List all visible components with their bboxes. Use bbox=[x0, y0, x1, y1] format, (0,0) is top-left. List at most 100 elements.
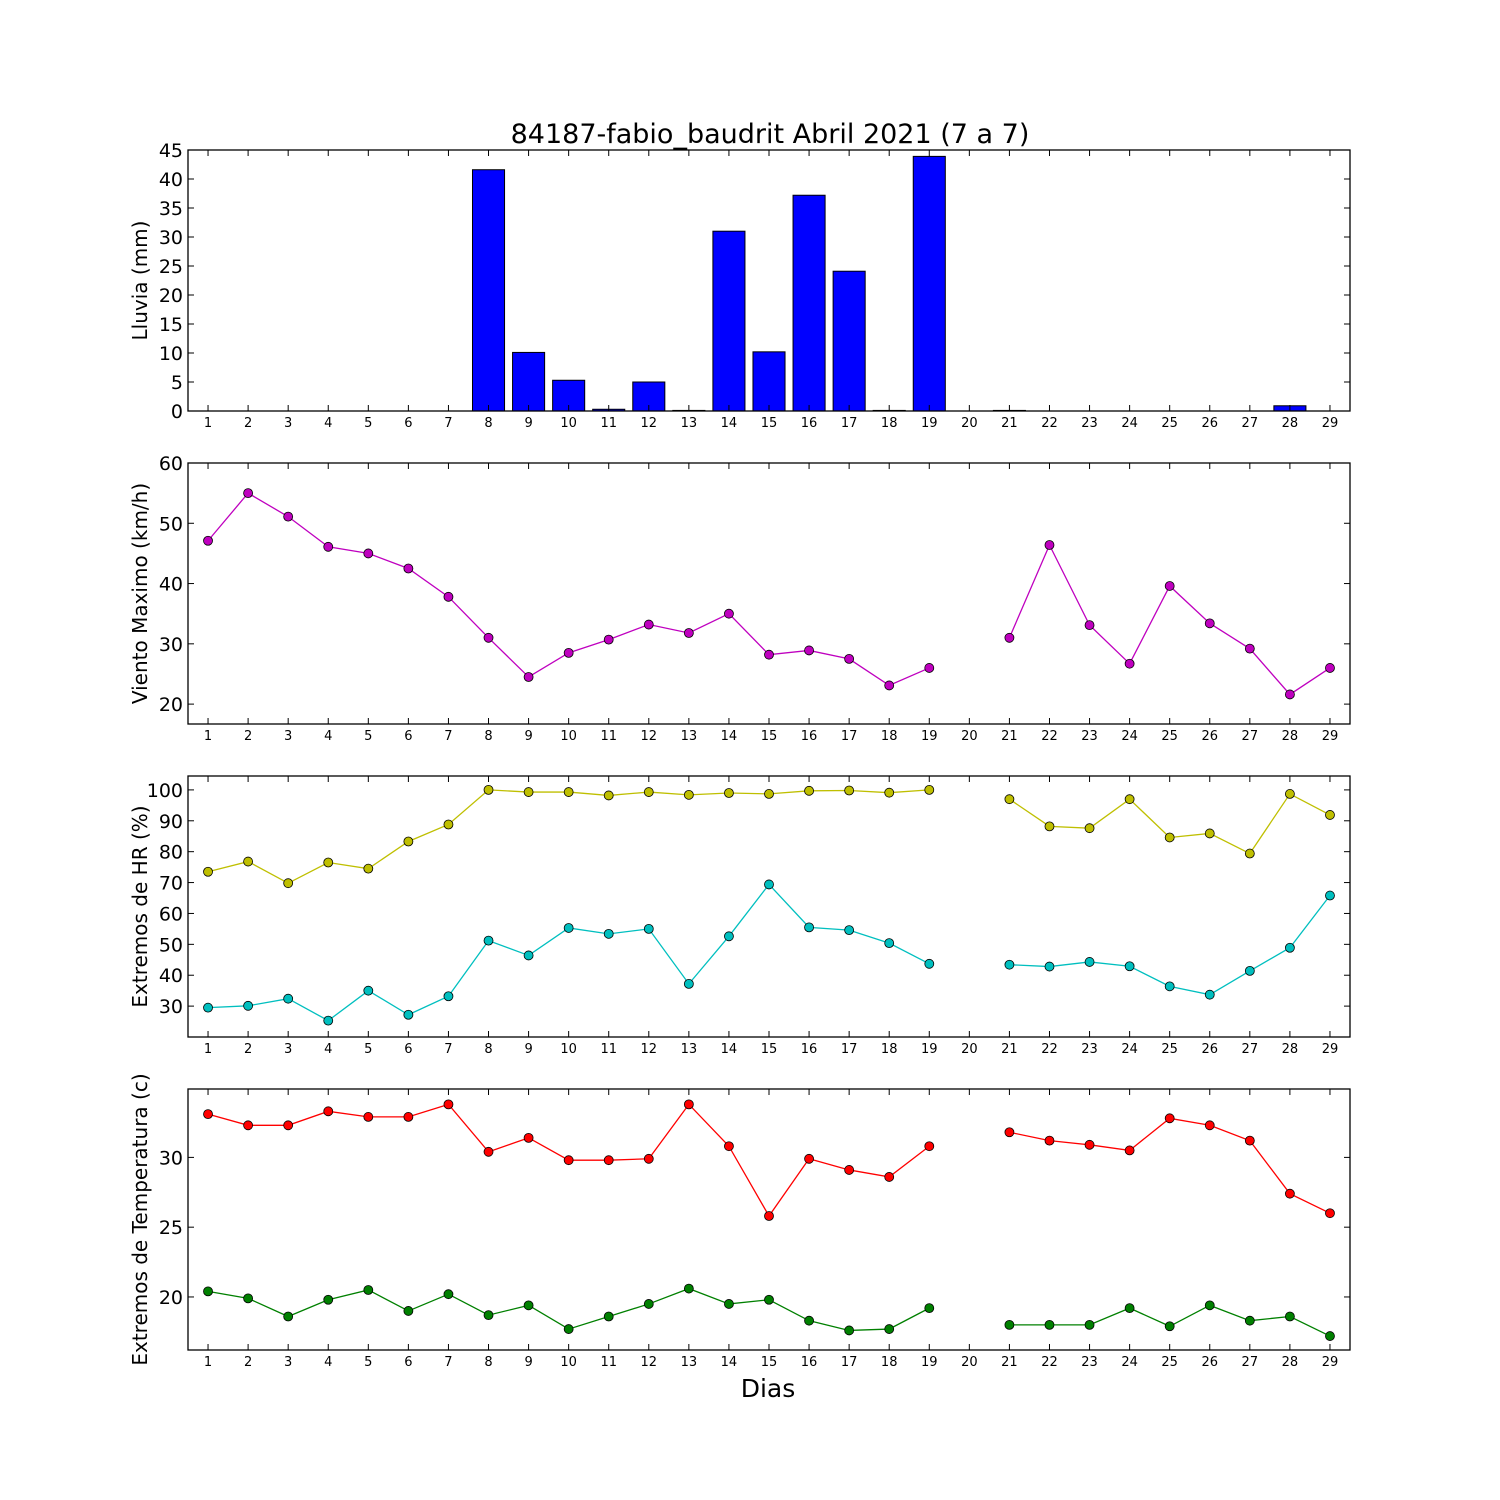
series-0-point-day-21 bbox=[1004, 794, 1015, 805]
series-0-point-day-15 bbox=[764, 1211, 774, 1221]
x-tick-label: 16 bbox=[801, 416, 818, 431]
x-tick-label: 7 bbox=[444, 729, 452, 744]
x-tick-label: 19 bbox=[921, 729, 938, 744]
x-tick-label: 28 bbox=[1282, 729, 1299, 744]
series-1-point-day-21 bbox=[1004, 959, 1015, 970]
x-tick-label: 25 bbox=[1161, 1042, 1178, 1057]
series-1-point-day-27 bbox=[1244, 966, 1255, 976]
series-1-point-day-26 bbox=[1204, 989, 1215, 1000]
x-tick-label: 18 bbox=[881, 1042, 898, 1057]
x-tick-label: 11 bbox=[600, 1355, 617, 1370]
series-1-point-day-19 bbox=[924, 1303, 935, 1314]
x-tick-label: 19 bbox=[921, 1355, 938, 1370]
x-tick-label: 4 bbox=[324, 729, 332, 744]
series-0-point-day-3 bbox=[283, 878, 294, 889]
series-0-point-day-14 bbox=[724, 1141, 734, 1152]
x-tick-label: 9 bbox=[524, 1355, 532, 1370]
x-tick-label: 17 bbox=[841, 1042, 858, 1057]
x-tick-label: 2 bbox=[244, 416, 252, 431]
series-1-point-day-15 bbox=[764, 1294, 774, 1305]
x-tick-label: 20 bbox=[961, 729, 978, 744]
series-0-point-day-3 bbox=[283, 1120, 294, 1131]
x-tick-label: 18 bbox=[881, 729, 898, 744]
series-1-point-day-25 bbox=[1164, 1321, 1175, 1332]
series-1-point-day-14 bbox=[724, 931, 734, 942]
x-tick-label: 18 bbox=[881, 416, 898, 431]
x-tick-label: 3 bbox=[284, 729, 292, 744]
y-tick-label: 80 bbox=[159, 842, 183, 864]
series-0-point-day-7 bbox=[443, 819, 454, 830]
series-0-point-day-23 bbox=[1084, 620, 1095, 631]
x-tick-label: 6 bbox=[404, 416, 412, 431]
series-0-point-day-15 bbox=[764, 649, 774, 660]
series-0-point-day-6 bbox=[403, 836, 414, 847]
series-1-point-day-10 bbox=[563, 1324, 574, 1334]
series-1-point-day-26 bbox=[1204, 1300, 1215, 1311]
x-tick-label: 9 bbox=[524, 729, 532, 744]
x-tick-label: 6 bbox=[404, 729, 412, 744]
bar-day-16 bbox=[792, 194, 826, 412]
x-tick-label: 29 bbox=[1322, 1042, 1339, 1057]
series-0-point-day-19 bbox=[924, 1141, 935, 1152]
x-tick-label: 23 bbox=[1081, 416, 1098, 431]
series-0-point-day-22 bbox=[1044, 540, 1055, 550]
bar-day-14 bbox=[712, 230, 746, 412]
y-tick-label: 45 bbox=[159, 140, 183, 162]
x-tick-label: 23 bbox=[1081, 1042, 1098, 1057]
series-0-point-day-10 bbox=[563, 647, 574, 658]
y-tick-label: 60 bbox=[159, 453, 183, 475]
x-tick-label: 15 bbox=[761, 729, 778, 744]
x-tick-label: 6 bbox=[404, 1355, 412, 1370]
bar-day-9 bbox=[512, 351, 546, 412]
series-1-point-day-7 bbox=[443, 1289, 454, 1300]
y-tick-label: 40 bbox=[159, 574, 183, 596]
series-0-point-day-8 bbox=[483, 785, 494, 795]
x-tick-label: 26 bbox=[1201, 416, 1218, 431]
series-1-point-day-22 bbox=[1044, 1319, 1055, 1330]
series-1-point-day-4 bbox=[323, 1294, 334, 1305]
y-tick-label: 5 bbox=[171, 372, 183, 394]
series-0-point-day-29 bbox=[1325, 810, 1335, 820]
series-0-point-day-3 bbox=[283, 511, 294, 522]
series-1-point-day-16 bbox=[804, 1315, 814, 1326]
x-tick-label: 16 bbox=[801, 1042, 818, 1057]
series-1-point-day-14 bbox=[724, 1299, 734, 1309]
series-0-point-day-13 bbox=[683, 628, 694, 638]
series-0-point-day-24 bbox=[1124, 658, 1135, 669]
series-0-point-day-6 bbox=[403, 563, 414, 574]
series-1-point-day-17 bbox=[844, 1325, 855, 1336]
x-tick-label: 11 bbox=[600, 729, 617, 744]
x-tick-label: 22 bbox=[1041, 416, 1058, 431]
x-tick-label: 6 bbox=[404, 1042, 412, 1057]
x-tick-label: 7 bbox=[444, 1355, 452, 1370]
wind-panel: 1 2 3 4 5 6 7 8 9 10 11 12 13 14 15 16 17 18 19 20 21 22 23 24 2… bbox=[128, 453, 1351, 744]
x-tick-label: 10 bbox=[560, 1355, 577, 1370]
series-0-point-day-18 bbox=[884, 680, 895, 691]
x-tick-label: 2 bbox=[244, 1355, 252, 1370]
series-1-point-day-24 bbox=[1124, 1303, 1135, 1314]
series-1-point-day-10 bbox=[563, 923, 574, 933]
x-tick-label: 22 bbox=[1041, 1042, 1058, 1057]
series-1-point-day-5 bbox=[363, 1285, 374, 1295]
rain-y-axis-label: Lluvia (mm) bbox=[128, 221, 152, 341]
x-tick-label: 5 bbox=[364, 729, 372, 744]
x-tick-label: 14 bbox=[721, 416, 738, 431]
series-0-point-day-26 bbox=[1204, 828, 1215, 839]
series-0-point-day-4 bbox=[323, 857, 334, 868]
series-1-point-day-11 bbox=[603, 928, 614, 939]
series-0-point-day-11 bbox=[603, 1155, 614, 1166]
y-tick-label: 20 bbox=[159, 285, 183, 307]
x-tick-label: 8 bbox=[484, 1042, 492, 1057]
x-tick-label: 10 bbox=[560, 729, 577, 744]
series-1-point-day-19 bbox=[924, 958, 935, 969]
x-tick-label: 22 bbox=[1041, 1355, 1058, 1370]
series-1-point-day-25 bbox=[1164, 981, 1175, 992]
series-0-point-day-21 bbox=[1004, 1127, 1015, 1138]
series-0-point-day-26 bbox=[1204, 1120, 1215, 1131]
x-tick-label: 15 bbox=[761, 1355, 778, 1370]
series-0-point-day-12 bbox=[643, 787, 654, 797]
series-0-point-day-21 bbox=[1004, 632, 1015, 643]
series-0-point-day-28 bbox=[1285, 689, 1295, 700]
series-0-point-day-4 bbox=[323, 1106, 334, 1117]
y-tick-label: 40 bbox=[159, 965, 183, 987]
